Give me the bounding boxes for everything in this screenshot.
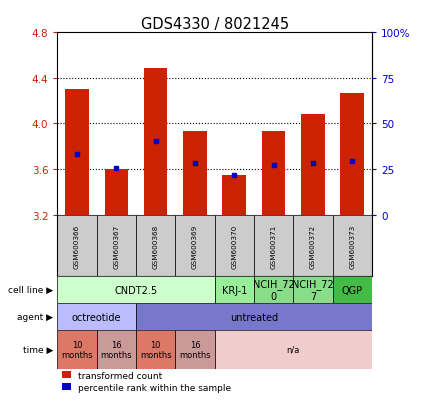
Legend: transformed count, percentile rank within the sample: transformed count, percentile rank withi… — [62, 371, 231, 392]
Bar — [254, 277, 293, 304]
Bar — [175, 330, 215, 369]
Text: GSM600369: GSM600369 — [192, 224, 198, 268]
Bar — [332, 277, 372, 304]
Bar — [136, 304, 372, 330]
Text: octreotide: octreotide — [72, 312, 122, 322]
Bar — [183, 132, 207, 215]
Text: GSM600371: GSM600371 — [271, 224, 277, 268]
Bar — [57, 304, 136, 330]
Text: GSM600373: GSM600373 — [349, 224, 355, 268]
Text: 16
months: 16 months — [179, 340, 211, 359]
Bar — [65, 90, 89, 215]
Bar — [215, 215, 254, 277]
Text: time ▶: time ▶ — [23, 345, 53, 354]
Bar — [215, 277, 254, 304]
Text: agent ▶: agent ▶ — [17, 313, 53, 321]
Text: GSM600368: GSM600368 — [153, 224, 159, 268]
Bar — [293, 215, 332, 277]
Text: n/a: n/a — [286, 345, 300, 354]
Bar — [96, 330, 136, 369]
Text: NCIH_72
7: NCIH_72 7 — [292, 279, 334, 301]
Title: GDS4330 / 8021245: GDS4330 / 8021245 — [141, 17, 289, 32]
Text: untreated: untreated — [230, 312, 278, 322]
Text: GSM600366: GSM600366 — [74, 224, 80, 268]
Text: cell line ▶: cell line ▶ — [8, 286, 53, 294]
Bar — [262, 132, 285, 215]
Bar — [57, 277, 215, 304]
Bar — [57, 215, 96, 277]
Text: GSM600370: GSM600370 — [231, 224, 237, 268]
Text: NCIH_72
0: NCIH_72 0 — [253, 279, 295, 301]
Bar — [144, 68, 167, 215]
Bar — [96, 215, 136, 277]
Bar — [332, 215, 372, 277]
Bar — [136, 215, 175, 277]
Bar — [215, 330, 372, 369]
Text: QGP: QGP — [342, 285, 363, 295]
Text: 16
months: 16 months — [101, 340, 132, 359]
Text: CNDT2.5: CNDT2.5 — [114, 285, 158, 295]
Text: GSM600367: GSM600367 — [113, 224, 119, 268]
Bar — [293, 277, 332, 304]
Bar — [105, 170, 128, 215]
Bar — [301, 115, 325, 215]
Bar — [57, 330, 96, 369]
Bar — [340, 93, 364, 215]
Text: 10
months: 10 months — [61, 340, 93, 359]
Text: GSM600372: GSM600372 — [310, 224, 316, 268]
Text: 10
months: 10 months — [140, 340, 171, 359]
Bar — [136, 330, 175, 369]
Bar — [175, 215, 215, 277]
Text: KRJ-1: KRJ-1 — [221, 285, 247, 295]
Bar — [254, 215, 293, 277]
Bar — [223, 176, 246, 215]
